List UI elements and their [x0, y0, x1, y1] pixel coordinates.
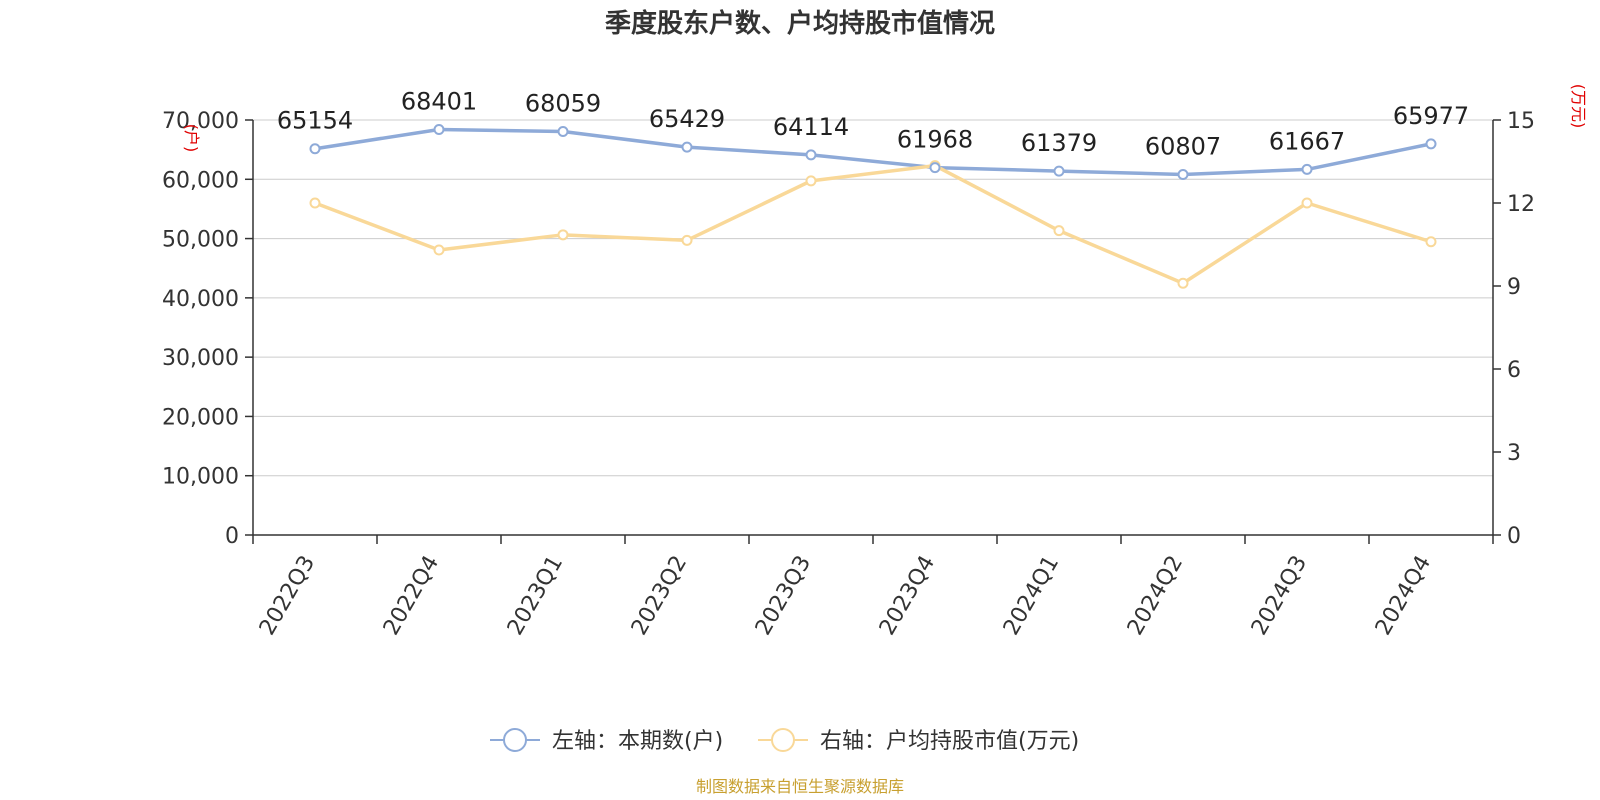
- data-label: 61667: [1269, 127, 1345, 155]
- right-tick-label: 0: [1507, 524, 1521, 549]
- right-tick-label: 15: [1507, 109, 1535, 134]
- data-point-left[interactable]: [681, 141, 693, 153]
- x-tick-label: 2024Q2: [1123, 552, 1188, 640]
- left-tick-label: 30,000: [162, 346, 239, 371]
- left-tick-label: 0: [225, 524, 239, 549]
- source-note: 制图数据来自恒生聚源数据库: [696, 777, 904, 796]
- data-point-left[interactable]: [557, 126, 569, 138]
- x-tick-label: 2023Q1: [503, 552, 568, 640]
- data-point-left[interactable]: [433, 123, 445, 135]
- x-tick-label: 2023Q2: [627, 552, 692, 640]
- x-tick-label: 2023Q4: [875, 552, 940, 640]
- left-tick-label: 10,000: [162, 465, 239, 490]
- data-label: 60807: [1145, 133, 1221, 161]
- data-label: 65429: [649, 105, 725, 133]
- left-tick-label: 40,000: [162, 287, 239, 312]
- series-line-right: [314, 163, 1432, 285]
- data-labels: 65154 68401 68059 65429 64114 61968 61379 60807…: [277, 87, 1469, 160]
- legend-item-left-series[interactable]: 左轴：本期数(户): [490, 728, 723, 754]
- data-point-left[interactable]: [929, 162, 941, 174]
- data-label: 64114: [773, 113, 849, 141]
- x-tick-label: 2022Q3: [255, 552, 320, 640]
- right-tick-label: 9: [1507, 275, 1521, 300]
- data-point-left[interactable]: [1053, 165, 1065, 177]
- x-tick-label: 2023Q3: [751, 552, 816, 640]
- right-axis-unit: (万元): [1569, 84, 1588, 129]
- data-point-left[interactable]: [1177, 169, 1189, 181]
- grid-lines: [253, 119, 1493, 477]
- data-point-left[interactable]: [1425, 138, 1437, 150]
- data-point-right[interactable]: [1301, 197, 1313, 209]
- x-tick-label: 2024Q4: [1371, 552, 1436, 640]
- legend-circle-right: [771, 728, 795, 752]
- x-tick-label: 2024Q3: [1247, 552, 1312, 640]
- chart-title: 季度股东户数、户均持股市值情况: [605, 8, 995, 39]
- data-point-right[interactable]: [433, 244, 445, 256]
- data-point-right[interactable]: [1177, 277, 1189, 289]
- data-point-left[interactable]: [805, 149, 817, 161]
- data-point-left[interactable]: [1301, 163, 1313, 175]
- data-point-right[interactable]: [557, 229, 569, 241]
- axes: 0 10,000 20,000 30,000 40,000 50,000 60,000 70,…: [162, 109, 1535, 640]
- x-tick-label: 2024Q1: [999, 552, 1064, 640]
- left-tick-label: 50,000: [162, 228, 239, 253]
- left-tick-label: 60,000: [162, 168, 239, 193]
- right-tick-label: 6: [1507, 358, 1521, 383]
- data-point-right[interactable]: [1425, 236, 1437, 248]
- legend: 左轴：本期数(户) 右轴：户均持股市值(万元): [490, 728, 1079, 754]
- left-tick-label: 20,000: [162, 405, 239, 430]
- legend-label-right: 右轴：户均持股市值(万元): [820, 729, 1079, 754]
- right-tick-label: 12: [1507, 192, 1535, 217]
- data-label: 61968: [897, 126, 973, 154]
- legend-item-right-series[interactable]: 右轴：户均持股市值(万元): [758, 728, 1079, 754]
- series-line-left: [314, 127, 1432, 177]
- data-label: 68059: [525, 90, 601, 118]
- data-point-left[interactable]: [309, 143, 321, 155]
- x-tick-label: 2022Q4: [379, 552, 444, 640]
- left-axis-unit: (户): [182, 124, 201, 153]
- left-tick-label: 70,000: [162, 109, 239, 134]
- data-point-right[interactable]: [1053, 225, 1065, 237]
- legend-label-left: 左轴：本期数(户): [552, 729, 723, 754]
- data-label: 65977: [1393, 102, 1469, 130]
- legend-circle-left: [503, 728, 527, 752]
- series-lines: [309, 123, 1437, 289]
- data-point-right[interactable]: [681, 234, 693, 246]
- right-tick-label: 3: [1507, 441, 1521, 466]
- data-label: 65154: [277, 107, 353, 135]
- data-point-right[interactable]: [309, 197, 321, 209]
- data-label: 68401: [401, 87, 477, 115]
- data-label: 61379: [1021, 129, 1097, 157]
- data-point-right[interactable]: [805, 175, 817, 187]
